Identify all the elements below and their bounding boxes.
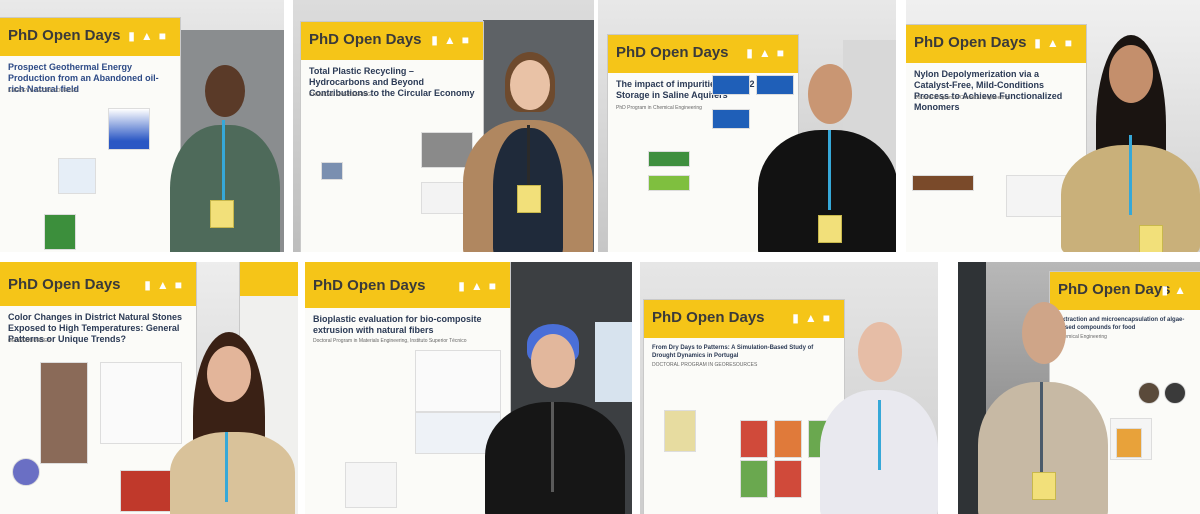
poster-figure — [1164, 382, 1186, 404]
poster-figure — [712, 75, 750, 95]
poster-figure — [108, 108, 150, 150]
banner-label: PhD Open Days — [1058, 281, 1171, 298]
poster-subtitle: Chemical Engineering — [1058, 334, 1107, 340]
person — [978, 302, 1108, 514]
photo-tile-7: PhD Open Days ▮▲■ From Dry Days to Patter… — [640, 262, 938, 514]
poster-figure — [58, 158, 96, 194]
poster-figure — [100, 362, 182, 444]
poster-subtitle: Doctoral Program in Materials Engineerin… — [313, 338, 467, 344]
banner-icons: ▮▲■ — [458, 279, 502, 293]
banner-label: PhD Open Days — [8, 27, 121, 44]
poster-subtitle: DOCTORAL PROGRAM IN GEORESOURCES — [652, 362, 758, 368]
banner-icons: ▮▲■ — [128, 29, 172, 43]
photo-tile-8: PhD Open Days ▮▲ Extraction and microenca… — [958, 262, 1200, 514]
poster-figure — [12, 458, 40, 486]
poster-subtitle: Doctoral Program in Chemical Engineering — [914, 95, 1009, 101]
banner-icons: ▮▲■ — [431, 33, 475, 47]
poster-figure — [648, 151, 690, 167]
poster-figure — [345, 462, 397, 508]
banner-icons: ▮▲■ — [144, 278, 188, 292]
photo-tile-1: PhD Open Days ▮▲■ Prospect Geothermal Ene… — [0, 0, 284, 252]
poster-figure — [648, 175, 690, 191]
poster-subtitle: CHEMICAL ENGINEERING — [309, 92, 372, 98]
banner-label: PhD Open Days — [309, 31, 422, 48]
poster-title: From Dry Days to Patterns: A Simulation-… — [652, 345, 814, 359]
poster-title: Extraction and microencapsulation of alg… — [1058, 317, 1185, 331]
poster-figure — [1116, 428, 1142, 458]
poster-figure — [664, 410, 696, 452]
poster-figure — [740, 420, 768, 458]
banner-label: PhD Open Days — [652, 309, 765, 326]
banner-label: PhD Open Days — [313, 277, 426, 294]
poster: PhD Open Days ▮▲■ Color Changes in Distri… — [0, 262, 196, 514]
banner-icons: ▮▲■ — [792, 311, 836, 325]
person — [463, 50, 593, 252]
poster-figure — [415, 350, 501, 412]
poster-figure — [740, 460, 768, 498]
person — [485, 322, 625, 514]
banner-icons: ▮▲■ — [746, 46, 790, 60]
photo-tile-3: PhD Open Days ▮▲■ The impact of impuritie… — [598, 0, 896, 252]
person — [170, 60, 280, 252]
poster-figure — [44, 214, 76, 250]
poster-title: Color Changes in District Natural Stones… — [8, 312, 183, 344]
photo-tile-4: PhD Open Days ▮▲■ Nylon Depolymerization … — [906, 0, 1200, 252]
photo-tile-2: PhD Open Days ▮▲■ Total Plastic Recycling… — [293, 0, 594, 252]
poster: PhD Open Days ▮▲■ From Dry Days to Patter… — [644, 300, 844, 514]
banner-label: PhD Open Days — [616, 44, 729, 61]
person — [758, 60, 896, 252]
poster-figure — [40, 362, 88, 464]
poster-title: The impact of impurities on CO2 Storage … — [616, 79, 755, 100]
poster-figure — [912, 175, 974, 191]
banner-label: PhD Open Days — [914, 34, 1027, 51]
poster-title: Total Plastic Recycling – Hydrocarbons a… — [309, 66, 475, 98]
poster-subtitle: ENERGY & GEORESOURCES — [8, 88, 78, 94]
poster-title: Nylon Depolymerization via a Catalyst-Fr… — [914, 69, 1063, 112]
poster-title: Bioplastic evaluation for bio-composite … — [313, 314, 482, 335]
poster-figure — [712, 109, 750, 129]
poster-figure — [1138, 382, 1160, 404]
poster-figure — [1006, 175, 1068, 217]
person — [820, 320, 938, 514]
person — [1061, 35, 1200, 252]
poster-subtitle: PhD Program in Chemical Engineering — [616, 105, 702, 111]
poster-figure — [774, 420, 802, 458]
poster: PhD Open Days ▮▲■ Total Plastic Recycling… — [301, 22, 483, 252]
poster-figure — [321, 162, 343, 180]
photo-tile-6: PhD Open Days ▮▲■ Bioplastic evaluation f… — [305, 262, 632, 514]
banner-icons: ▮▲ — [1161, 283, 1192, 297]
poster: PhD Open Days ▮▲■ Nylon Depolymerization … — [906, 25, 1086, 252]
poster: PhD Open Days ▮▲■ Bioplastic evaluation f… — [305, 262, 510, 514]
poster-title: Prospect Geothermal Energy Production fr… — [8, 62, 159, 94]
poster-figure — [756, 75, 794, 95]
photo-tile-5: PhD Open Days ▮▲■ Color Changes in Distri… — [0, 262, 298, 514]
person — [165, 332, 295, 514]
banner-icons: ▮▲■ — [1034, 36, 1078, 50]
poster-figure — [774, 460, 802, 498]
poster: PhD Open Days ▮▲■ Prospect Geothermal Ene… — [0, 18, 180, 252]
poster-subtitle: GEORESOURCES — [8, 338, 51, 344]
banner-label: PhD Open Days — [8, 276, 121, 293]
